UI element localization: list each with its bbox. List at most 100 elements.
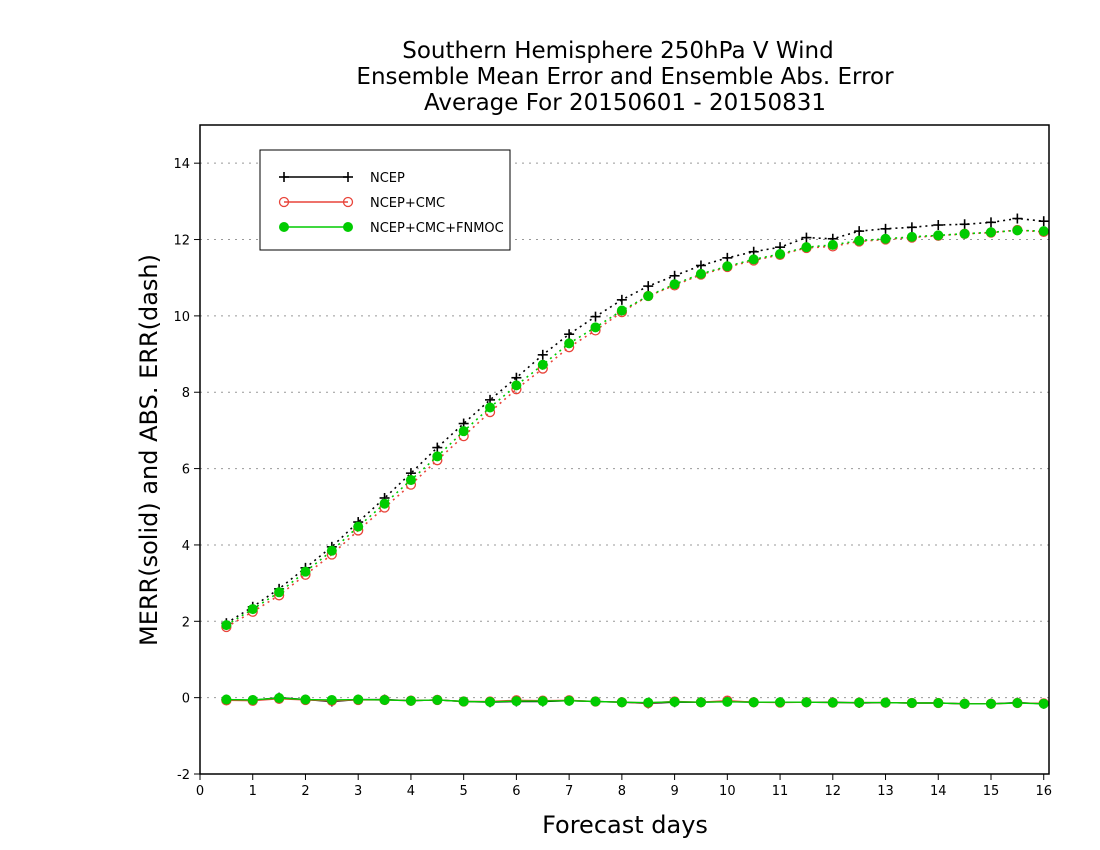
abs-err-point-ncep: [985, 217, 996, 228]
chart-title-line-2: Ensemble Mean Error and Ensemble Abs. Er…: [356, 64, 894, 90]
y-tick-label: -2: [177, 768, 190, 783]
y-tick-label: 0: [182, 692, 190, 707]
mean-err-point-ncep-cmc-fnmoc: [590, 696, 601, 707]
abs-err-point-ncep-cmc-fnmoc: [458, 426, 469, 437]
abs-err-line-ncep-cmc-fnmoc: [225, 229, 1044, 626]
abs-err-point-ncep: [616, 294, 627, 305]
y-tick-label: 4: [182, 539, 190, 554]
series-ncep: [221, 213, 1049, 709]
abs-err-point-ncep-cmc-fnmoc: [695, 268, 706, 279]
abs-err-point-ncep-cmc-fnmoc: [985, 227, 996, 238]
mean-err-point-ncep-cmc-fnmoc: [616, 697, 627, 708]
mean-err-point-ncep-cmc-fnmoc: [537, 696, 548, 707]
abs-err-point-ncep-cmc-fnmoc: [432, 451, 443, 462]
mean-err-point-ncep-cmc-fnmoc: [221, 694, 232, 705]
mean-err-point-ncep-cmc-fnmoc: [827, 697, 838, 708]
mean-err-point-ncep-cmc-fnmoc: [695, 697, 706, 708]
series-layer: [221, 213, 1049, 709]
mean-err-point-ncep-cmc-fnmoc: [300, 694, 311, 705]
mean-err-point-ncep-cmc-fnmoc: [643, 697, 654, 708]
abs-err-point-ncep-cmc-fnmoc: [379, 498, 390, 509]
abs-err-point-ncep-cmc-fnmoc: [511, 380, 522, 391]
legend-marker-ncep-cmc-fnmoc: [279, 222, 289, 232]
x-tick-label: 0: [196, 784, 204, 799]
abs-err-point-ncep-cmc-fnmoc: [274, 587, 285, 598]
abs-err-point-ncep-cmc-fnmoc: [537, 359, 548, 370]
abs-err-point-ncep-cmc-fnmoc: [959, 228, 970, 239]
abs-err-point-ncep: [959, 219, 970, 230]
mean-err-point-ncep-cmc-fnmoc: [748, 697, 759, 708]
abs-err-point-ncep: [669, 270, 680, 281]
abs-err-point-ncep-cmc-fnmoc: [247, 604, 258, 615]
x-tick-label: 4: [407, 784, 415, 799]
abs-err-point-ncep: [695, 260, 706, 271]
series-ncep-cmc-fnmoc: [221, 225, 1049, 709]
mean-err-point-ncep-cmc-fnmoc: [326, 694, 337, 705]
abs-err-point-ncep-cmc-fnmoc: [775, 249, 786, 260]
legend: NCEP NCEP+CMC NCEP+CMC+FNMOC: [259, 149, 511, 251]
abs-err-point-ncep: [590, 311, 601, 322]
abs-err-point-ncep-cmc-fnmoc: [1038, 226, 1049, 237]
mean-err-point-ncep-cmc-fnmoc: [906, 697, 917, 708]
x-tick-label: 6: [512, 784, 520, 799]
abs-err-point-ncep: [722, 252, 733, 263]
abs-err-point-ncep-cmc-fnmoc: [221, 620, 232, 631]
mean-err-point-ncep-cmc-fnmoc: [274, 693, 285, 704]
abs-err-point-ncep: [643, 281, 654, 292]
x-tick-label: 12: [825, 784, 842, 799]
y-axis-label: MERR(solid) and ABS. ERR(dash): [135, 254, 163, 646]
plot-frame: [199, 124, 1050, 775]
abs-err-point-ncep-cmc-fnmoc: [906, 231, 917, 242]
abs-err-point-ncep: [880, 223, 891, 234]
legend-label-ncep: NCEP: [370, 171, 405, 186]
x-tick-label: 16: [1035, 784, 1052, 799]
abs-err-point-ncep: [933, 220, 944, 231]
legend-marker-ncep-cmc: [278, 196, 290, 208]
mean-err-point-ncep-cmc-fnmoc: [564, 695, 575, 706]
abs-err-point-ncep: [1012, 213, 1023, 224]
legend-marker-ncep: [279, 172, 289, 182]
abs-err-point-ncep-cmc-fnmoc: [564, 338, 575, 349]
abs-err-point-ncep: [906, 222, 917, 233]
abs-err-point-ncep-cmc-fnmoc: [722, 261, 733, 272]
x-axis-label: Forecast days: [542, 811, 708, 839]
mean-err-point-ncep-cmc-fnmoc: [880, 697, 891, 708]
mean-err-point-ncep-cmc-fnmoc: [379, 694, 390, 705]
legend-marker-ncep-cmc: [342, 196, 354, 208]
y-tick-label: 8: [182, 386, 190, 401]
x-tick-label: 5: [460, 784, 468, 799]
mean-err-point-ncep-cmc-fnmoc: [432, 694, 443, 705]
abs-err-point-ncep-cmc-fnmoc: [590, 322, 601, 333]
abs-err-point-ncep-cmc-fnmoc: [933, 230, 944, 241]
grid-lines: [200, 162, 1049, 775]
x-tick-label: 9: [670, 784, 678, 799]
abs-err-point-ncep-cmc-fnmoc: [827, 239, 838, 250]
mean-err-point-ncep-cmc-fnmoc: [669, 696, 680, 707]
abs-err-point-ncep-cmc-fnmoc: [485, 402, 496, 413]
mean-err-point-ncep-cmc-fnmoc: [985, 698, 996, 709]
x-tick-label: 7: [565, 784, 573, 799]
y-tick-label: 14: [173, 157, 190, 172]
abs-err-point-ncep-cmc-fnmoc: [616, 305, 627, 316]
abs-err-point-ncep-cmc-fnmoc: [300, 566, 311, 577]
x-tick-label: 1: [249, 784, 257, 799]
chart-title: Southern Hemisphere 250hPa V Wind Ensemb…: [356, 38, 894, 116]
abs-err-point-ncep-cmc-fnmoc: [353, 521, 364, 532]
x-tick-label: 13: [877, 784, 894, 799]
x-tick-label: 3: [354, 784, 362, 799]
chart-title-line-3: Average For 20150601 - 20150831: [424, 90, 826, 116]
legend-entries: NCEP NCEP+CMC NCEP+CMC+FNMOC: [278, 171, 504, 236]
abs-err-point-ncep-cmc-fnmoc: [854, 235, 865, 246]
mean-err-point-ncep-cmc-fnmoc: [511, 696, 522, 707]
abs-err-line-ncep: [225, 217, 1044, 624]
x-tick-label: 14: [930, 784, 947, 799]
abs-err-point-ncep-cmc-fnmoc: [669, 279, 680, 290]
mean-err-point-ncep-cmc-fnmoc: [353, 694, 364, 705]
abs-err-point-ncep: [801, 232, 812, 243]
x-tick-label: 10: [719, 784, 736, 799]
chart-title-line-1: Southern Hemisphere 250hPa V Wind: [402, 38, 833, 64]
mean-err-point-ncep-cmc-fnmoc: [485, 696, 496, 707]
abs-err-point-ncep-cmc-fnmoc: [801, 242, 812, 253]
y-tick-label: 6: [182, 463, 190, 478]
